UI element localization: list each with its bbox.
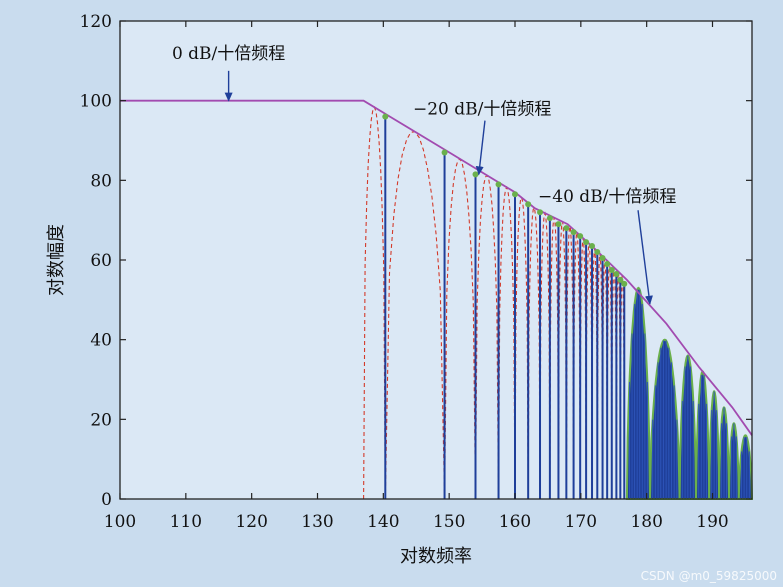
sample-point (537, 209, 544, 216)
watermark: CSDN @m0_59825000 (640, 569, 777, 583)
sample-points (382, 113, 628, 287)
x-tick-label: 120 (235, 512, 267, 532)
sampled-response-series (384, 116, 754, 500)
x-tick-label: 150 (433, 512, 465, 532)
sample-point (589, 243, 596, 250)
sample-point (495, 181, 502, 188)
annotations: 0 dB/十倍频程 −20 dB/十倍频程 −40 dB/十倍频程 (172, 44, 676, 305)
x-tick-label: 100 (104, 512, 136, 532)
annotation-label: −40 dB/十倍频程 (538, 187, 676, 207)
y-tick-label: 40 (90, 331, 112, 351)
x-tick-label: 140 (367, 512, 399, 532)
annotation-arrow (637, 210, 653, 305)
y-tick-label: 100 (80, 92, 112, 112)
x-tick-label: 130 (301, 512, 333, 532)
x-tick-label: 190 (696, 512, 728, 532)
x-tick-label: 110 (170, 512, 202, 532)
sample-point (382, 113, 389, 120)
annotation-label: −20 dB/十倍频程 (413, 100, 551, 120)
sample-point (599, 255, 606, 262)
annotation-label: 0 dB/十倍频程 (172, 44, 285, 64)
y-tick-label: 0 (101, 490, 112, 510)
x-tick-label: 170 (565, 512, 597, 532)
tick-labels: 100 110 120 130 140 150 160 170 180 190 0 20 40 60 80 1… (80, 12, 729, 532)
y-tick-label: 80 (90, 171, 112, 191)
y-tick-label: 120 (80, 12, 112, 32)
sample-point (613, 270, 620, 277)
response-lobe (625, 286, 652, 500)
sample-point (604, 260, 611, 267)
y-tick-label: 20 (90, 410, 112, 430)
x-tick-label: 180 (630, 512, 662, 532)
sample-point (472, 171, 479, 178)
sample-point (577, 233, 584, 240)
sample-point (512, 191, 518, 198)
sample-point (608, 266, 615, 273)
x-axis-title: 对数频率 (400, 546, 472, 567)
axis-ticks (119, 20, 752, 500)
sample-point (583, 239, 590, 246)
sample-point (617, 276, 624, 283)
annotation-arrow (475, 120, 486, 176)
sample-point (621, 280, 628, 287)
sample-point (594, 249, 601, 256)
sample-point (546, 215, 553, 222)
x-tick-label: 160 (499, 512, 531, 532)
sample-point (555, 221, 562, 228)
sample-point (441, 149, 448, 156)
y-axis-title: 对数幅度 (46, 224, 67, 296)
sample-point (563, 225, 570, 232)
sample-point (525, 201, 532, 208)
y-tick-label: 60 (90, 251, 112, 271)
sample-point (570, 229, 577, 236)
